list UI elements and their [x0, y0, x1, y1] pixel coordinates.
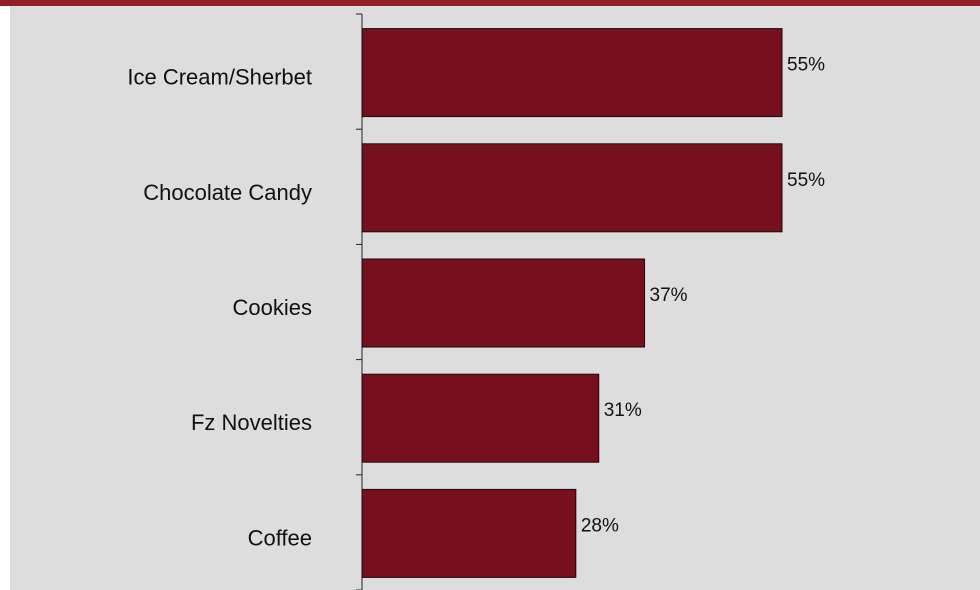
bar: [361, 488, 577, 578]
top-band: [0, 0, 980, 6]
value-label: 37%: [650, 285, 688, 306]
value-label: 55%: [787, 170, 825, 191]
bar: [361, 143, 783, 233]
category-label: Ice Cream/Sherbet: [127, 65, 312, 90]
bar: [361, 373, 600, 463]
category-label: Fz Novelties: [191, 410, 312, 435]
bar: [361, 28, 783, 118]
category-label: Cookies: [233, 295, 312, 320]
bar: [361, 258, 646, 348]
category-label: Chocolate Candy: [143, 180, 312, 205]
value-label: 55%: [787, 55, 825, 76]
category-label: Coffee: [248, 525, 312, 550]
value-label: 31%: [604, 400, 642, 421]
value-label: 28%: [581, 515, 619, 536]
